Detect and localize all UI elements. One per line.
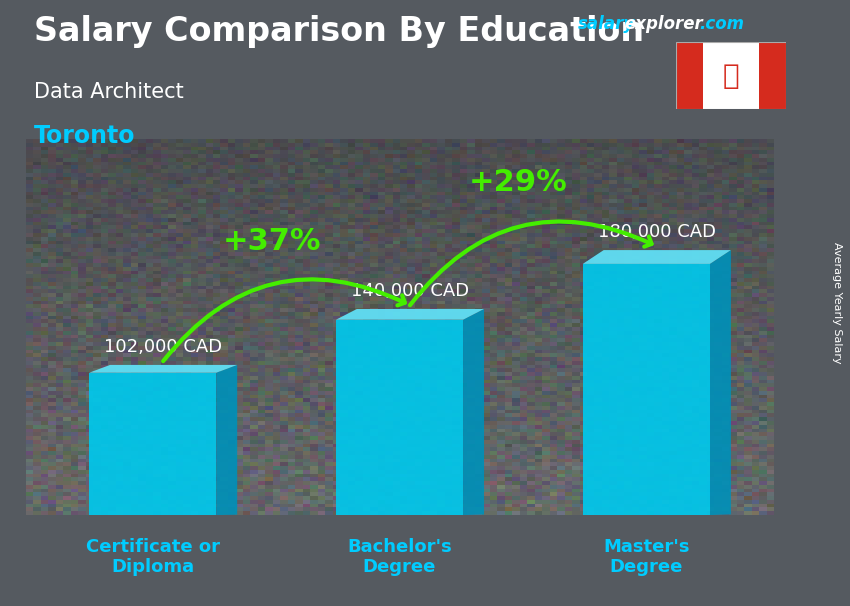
Text: 🍁: 🍁 [722, 62, 740, 90]
Text: .com: .com [700, 15, 745, 33]
Text: Average Yearly Salary: Average Yearly Salary [832, 242, 842, 364]
Polygon shape [336, 320, 463, 515]
Polygon shape [583, 264, 710, 515]
Text: +37%: +37% [223, 227, 320, 256]
Text: explorer: explorer [625, 15, 704, 33]
Text: +29%: +29% [469, 168, 568, 197]
Bar [758, 42, 786, 109]
Text: 140,000 CAD: 140,000 CAD [351, 282, 469, 299]
Text: salary: salary [578, 15, 635, 33]
Polygon shape [336, 309, 484, 320]
Text: Salary Comparison By Education: Salary Comparison By Education [34, 15, 644, 48]
Text: Master's
Degree: Master's Degree [604, 538, 689, 576]
Polygon shape [583, 250, 731, 264]
Polygon shape [463, 309, 484, 515]
Polygon shape [710, 250, 731, 515]
Text: Certificate or
Diploma: Certificate or Diploma [86, 538, 219, 576]
Text: 180,000 CAD: 180,000 CAD [598, 222, 716, 241]
Polygon shape [89, 373, 216, 515]
Polygon shape [89, 365, 237, 373]
Bar [676, 42, 703, 109]
Text: Toronto: Toronto [34, 124, 135, 148]
Text: Bachelor's
Degree: Bachelor's Degree [347, 538, 452, 576]
Text: 102,000 CAD: 102,000 CAD [104, 338, 222, 356]
Text: Data Architect: Data Architect [34, 82, 184, 102]
Polygon shape [216, 365, 237, 515]
